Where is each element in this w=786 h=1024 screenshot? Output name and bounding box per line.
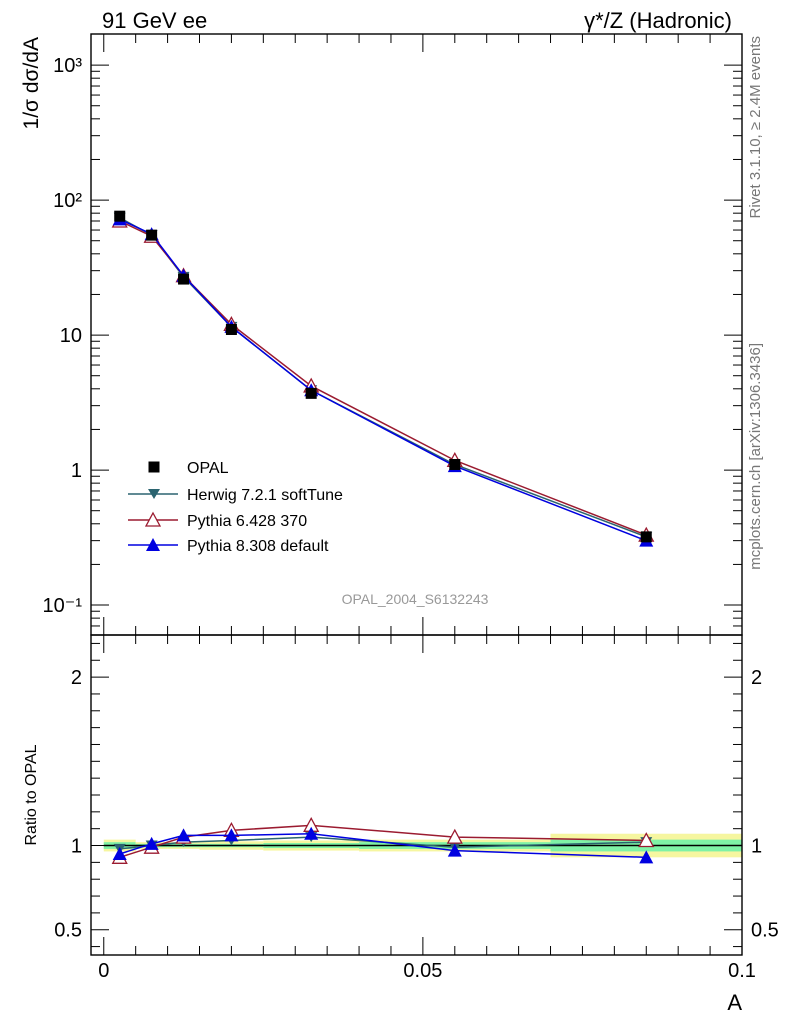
ratio-series-2-point (447, 843, 462, 857)
ratio-y-axis-label: Ratio to OPAL (23, 744, 40, 845)
main-series-3-point (449, 458, 461, 470)
main-y-axis-label: 1/σ dσ/dA (20, 37, 43, 129)
x-tick-label: 0.05 (403, 960, 442, 982)
main-y-tick-label: 10² (53, 190, 82, 212)
ratio-y-tick-label-right: 1 (751, 836, 762, 858)
main-series-3-point (305, 387, 317, 399)
main-series-3-point (114, 210, 126, 222)
ratio-y-tick-label-left: 1 (71, 836, 82, 858)
ratio-y-tick-label-left: 2 (71, 667, 82, 689)
top-left-title: 91 GeV ee (102, 8, 207, 33)
main-y-tick-label: 10³ (53, 55, 82, 77)
ratio-series-2-point (176, 828, 191, 842)
legend-pythia8-marker (146, 538, 160, 551)
x-tick-label: 0 (98, 960, 109, 982)
legend-entry-opal: OPAL (148, 460, 229, 477)
x-axis-label: A (727, 990, 742, 1015)
legend-opal-marker (148, 461, 160, 473)
ratio-y-tick-label-left: 0.5 (54, 920, 82, 942)
legend-entry-pythia6: Pythia 6.428 370 (128, 511, 307, 530)
main-y-tick-label: 10 (60, 325, 82, 347)
legend-herwig-marker (148, 489, 160, 499)
legend-opal-label: OPAL (187, 460, 229, 477)
main-series-3-point (225, 323, 237, 335)
ratio-y-tick-label-right: 2 (751, 667, 762, 689)
ratio-series-2-point (304, 826, 319, 840)
legend-entry-pythia8: Pythia 8.308 default (128, 538, 329, 555)
watermark-label: OPAL_2004_S6132243 (342, 591, 489, 607)
ratio-series-1-point (638, 832, 655, 848)
ratio-series-2-point (112, 846, 127, 860)
legend-pythia6-marker (144, 511, 162, 527)
ratio-series-2-point (144, 836, 159, 850)
main-series-3-point (146, 229, 158, 241)
main-y-tick-label: 10⁻¹ (43, 595, 83, 617)
legend-pythia8-label: Pythia 8.308 default (187, 538, 329, 555)
rivet-version-label: Rivet 3.1.10, ≥ 2.4M events (747, 36, 764, 219)
legend-pythia6-label: Pythia 6.428 370 (187, 513, 307, 530)
ratio-series-1-point (446, 828, 463, 844)
mcplots-reference-label: mcplots.cern.ch [arXiv:1306.3436] (747, 343, 764, 570)
ratio-series-2-point (224, 828, 239, 842)
ratio-y-tick-label-right: 0.5 (751, 920, 779, 942)
legend-entry-herwig: Herwig 7.2.1 softTune (128, 487, 343, 504)
main-y-tick-label: 1 (71, 460, 82, 482)
main-series-3-point (640, 531, 652, 543)
legend-herwig-label: Herwig 7.2.1 softTune (187, 487, 343, 504)
x-tick-label: 0.1 (728, 960, 756, 982)
top-right-title: γ*/Z (Hadronic) (584, 8, 732, 33)
ratio-series-2-point (639, 850, 654, 864)
ratio-plot-frame (90, 634, 743, 956)
main-series-3-point (178, 273, 190, 285)
legend: OPAL Herwig 7.2.1 softTune Pythia 6.428 … (128, 460, 343, 555)
